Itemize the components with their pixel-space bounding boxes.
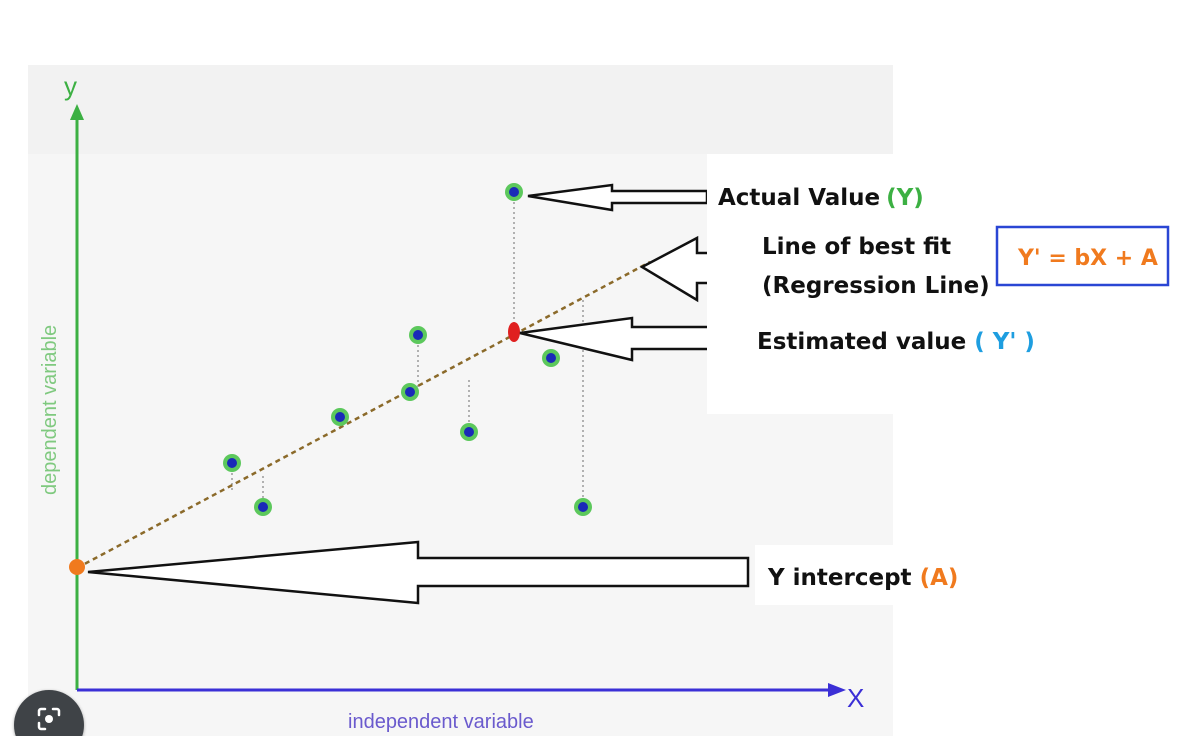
data-point — [505, 183, 523, 201]
estimated-value-symbol: ( Y' ) — [974, 329, 1035, 355]
data-points — [223, 183, 592, 516]
regression-line — [76, 260, 651, 570]
x-axis-arrowhead — [828, 683, 846, 697]
actual-value-text: Actual Value — [718, 185, 880, 211]
estimated-value-text: Estimated value — [757, 329, 966, 355]
plot-background-top — [28, 65, 893, 154]
data-point — [542, 349, 560, 367]
data-point — [409, 326, 427, 344]
equation-box — [995, 225, 1170, 287]
intercept-label-panel — [755, 545, 1180, 605]
y-intercept-label: Y intercept (A) — [767, 565, 958, 591]
y-axis-label: dependent variable — [39, 325, 61, 495]
x-axis-label: independent variable — [348, 711, 534, 733]
estimated-value-point — [508, 322, 520, 342]
y-axis-letter: y — [64, 71, 77, 101]
data-point — [254, 498, 272, 516]
y-intercept-symbol: (A) — [920, 565, 959, 591]
x-axis-letter: X — [847, 683, 864, 713]
best-fit-label-line1: Line of best fit — [762, 234, 951, 260]
google-lens-icon — [37, 707, 61, 731]
data-point — [574, 498, 592, 516]
estimated-value-label: Estimated value ( Y' ) — [757, 329, 1035, 355]
data-point — [460, 423, 478, 441]
data-point — [401, 383, 419, 401]
y-intercept-text: Y intercept — [767, 565, 912, 591]
intercept-point — [69, 559, 85, 575]
data-point — [331, 408, 349, 426]
actual-value-label: Actual Value (Y) — [718, 185, 924, 211]
best-fit-label-line2: (Regression Line) — [762, 273, 990, 299]
data-point — [223, 454, 241, 472]
actual-value-symbol: (Y) — [886, 185, 924, 211]
equation-text: Y' = bX + A — [1017, 246, 1158, 271]
y-intercept-arrow — [87, 540, 750, 605]
y-axis-arrowhead — [70, 104, 84, 120]
